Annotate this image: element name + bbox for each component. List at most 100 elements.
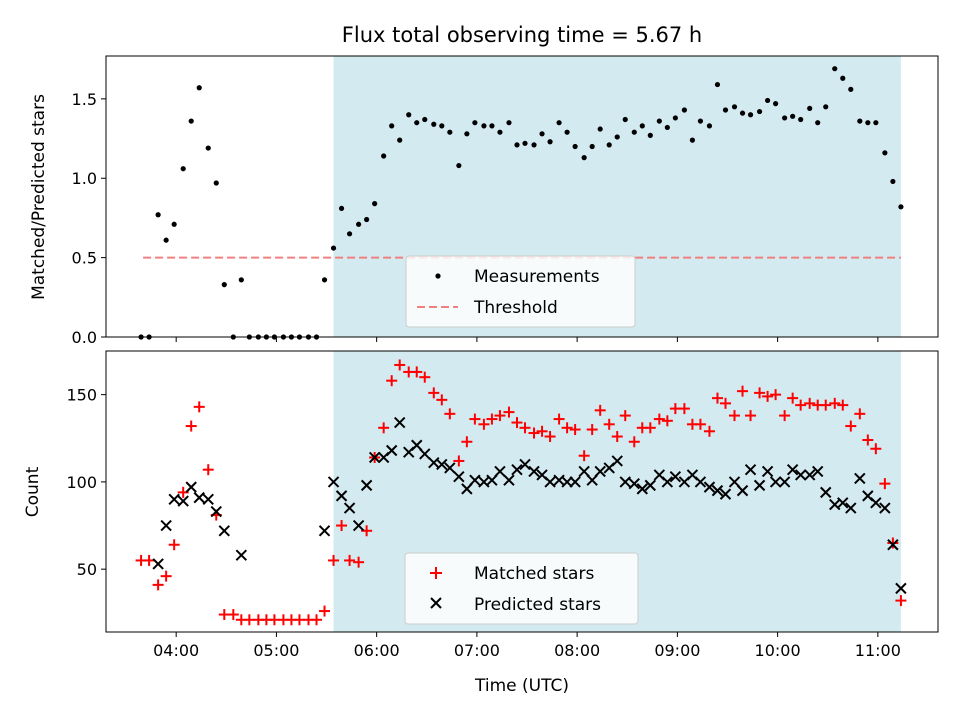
matched-star-point <box>160 570 172 582</box>
measurement-point <box>472 120 478 126</box>
measurement-point <box>196 85 202 91</box>
predicted-star-point <box>152 558 164 570</box>
matched-star-point <box>837 399 849 411</box>
measurement-point <box>489 123 495 129</box>
measurement-point <box>773 101 779 107</box>
predicted-star-point <box>628 477 640 490</box>
predicted-star-point <box>235 549 248 561</box>
bottom-legend-box <box>404 552 639 625</box>
predicted-star-point <box>594 465 606 478</box>
matched-star-point <box>394 359 406 371</box>
measurement-point <box>397 137 403 143</box>
measurement-point <box>722 107 729 113</box>
measurement-point <box>456 162 462 169</box>
legend-predicted-marker <box>430 597 442 609</box>
y-tick-label: 150 <box>66 386 97 405</box>
measurement-point <box>406 112 412 118</box>
legend-matched-label: Matched stars <box>474 564 594 584</box>
predicted-star-point <box>895 582 907 595</box>
predicted-star-point <box>210 505 222 518</box>
predicted-star-point <box>661 476 674 488</box>
matched-star-point <box>820 399 832 411</box>
measurement-point <box>572 143 578 150</box>
predicted-star-point <box>586 474 598 486</box>
bottom-axes-frame <box>105 350 939 633</box>
measurement-point <box>346 231 353 237</box>
measurement-point <box>547 139 553 145</box>
predicted-star-point <box>185 481 197 493</box>
matched-star-point <box>419 371 431 383</box>
matched-star-point <box>787 392 799 404</box>
matched-star-point <box>461 436 473 448</box>
matched-star-point <box>711 392 723 404</box>
matched-star-point <box>411 366 423 378</box>
measurement-point <box>188 118 194 124</box>
predicted-star-point <box>503 474 515 486</box>
matched-star-point <box>762 390 774 402</box>
predicted-star-point <box>619 476 631 488</box>
matched-star-point <box>770 389 782 401</box>
matched-star-markers <box>135 359 907 626</box>
measurement-point <box>672 115 678 121</box>
measurement-point <box>422 116 428 123</box>
predicted-star-point <box>744 463 757 476</box>
matched-star-point <box>603 418 615 430</box>
predicted-star-point <box>736 484 749 497</box>
y-tick-label: 100 <box>66 473 97 492</box>
predicted-star-point <box>202 493 214 506</box>
matched-star-point <box>511 417 523 429</box>
predicted-star-point <box>494 465 506 478</box>
measurement-point <box>697 118 704 124</box>
matched-star-point <box>428 387 440 399</box>
top-legend: Measurements Threshold <box>405 255 636 328</box>
measurement-point <box>372 201 378 207</box>
bottom-legend: Matched stars Predicted stars <box>404 552 639 625</box>
matched-star-point <box>870 443 882 455</box>
matched-star-point <box>143 554 155 566</box>
matched-star-point <box>561 422 573 434</box>
x-tick-label: 10:00 <box>755 641 801 660</box>
top-y-axis-label: Matched/Predicted stars <box>29 94 49 300</box>
matched-star-point <box>829 397 841 409</box>
y-tick-label: 1.5 <box>72 90 97 109</box>
predicted-star-point <box>879 502 891 514</box>
measurement-point <box>221 282 227 288</box>
measurement-point <box>238 277 244 283</box>
matched-star-point <box>202 464 214 476</box>
matched-star-point <box>444 408 456 420</box>
predicted-star-point <box>352 519 365 532</box>
matched-star-point <box>611 431 623 443</box>
matched-star-point <box>578 450 590 462</box>
matched-star-point <box>653 413 665 425</box>
legend-matched-marker <box>430 567 442 579</box>
legend-threshold-label: Threshold <box>473 298 558 318</box>
predicted-star-point <box>486 474 498 486</box>
matched-star-point <box>594 404 606 416</box>
predicted-star-point <box>318 525 331 537</box>
matched-star-point <box>185 420 197 432</box>
measurement-point <box>747 112 754 118</box>
matched-star-point <box>553 413 565 425</box>
measurement-point <box>564 129 570 135</box>
matched-star-point <box>644 422 656 434</box>
bottom-panel: 50 100 150 04:00 05:00 06:00 07:00 08:00 09:00 1… <box>23 350 939 696</box>
predicted-star-point <box>218 525 230 537</box>
measurement-point <box>714 81 721 88</box>
predicted-star-point <box>769 476 782 488</box>
predicted-star-point <box>887 539 899 551</box>
predicted-star-point <box>511 463 523 476</box>
predicted-star-point <box>544 476 556 488</box>
matched-star-point <box>694 418 706 430</box>
measurement-point <box>764 97 771 104</box>
measurement-point <box>681 107 687 113</box>
measurement-point <box>381 153 387 159</box>
measurement-point <box>330 245 337 251</box>
matched-star-point <box>619 410 631 422</box>
measurement-point <box>506 120 512 126</box>
measurement-point <box>389 123 395 129</box>
matched-star-point <box>319 605 331 617</box>
predicted-star-point <box>669 470 682 483</box>
predicted-star-point <box>461 483 473 495</box>
predicted-star-point <box>368 451 381 464</box>
